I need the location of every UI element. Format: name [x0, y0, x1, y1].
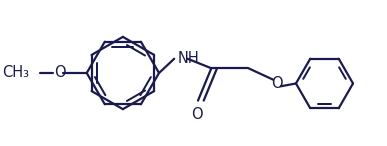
Text: O: O [191, 107, 203, 122]
Text: O: O [54, 65, 66, 80]
Text: NH: NH [178, 51, 200, 66]
Text: O: O [271, 76, 283, 91]
Text: CH₃: CH₃ [2, 65, 29, 80]
